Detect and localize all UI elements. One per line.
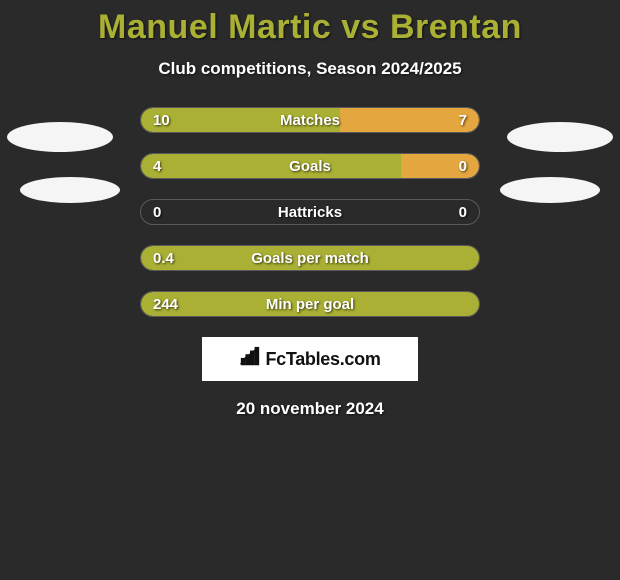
stat-label: Goals [141, 154, 479, 179]
stat-value-right: 0 [459, 200, 467, 225]
stat-label: Goals per match [141, 246, 479, 271]
stat-row: 10Matches7 [140, 107, 480, 133]
player1-avatar-top [7, 122, 113, 152]
brand-badge[interactable]: FcTables.com [202, 337, 418, 381]
brand-chart-icon [239, 346, 261, 373]
page-subtitle: Club competitions, Season 2024/2025 [0, 59, 620, 79]
stat-row: 4Goals0 [140, 153, 480, 179]
stat-row: 0.4Goals per match [140, 245, 480, 271]
player1-avatar-bottom [20, 177, 120, 203]
player2-avatar-bottom [500, 177, 600, 203]
footer-date: 20 november 2024 [0, 399, 620, 419]
page-title: Manuel Martic vs Brentan [0, 0, 620, 47]
stat-row: 0Hattricks0 [140, 199, 480, 225]
stat-row: 244Min per goal [140, 291, 480, 317]
stat-label: Hattricks [141, 200, 479, 225]
stat-value-right: 7 [459, 108, 467, 133]
player2-avatar-top [507, 122, 613, 152]
stat-label: Min per goal [141, 292, 479, 317]
stats-container: 10Matches74Goals00Hattricks00.4Goals per… [140, 107, 480, 317]
stat-value-right: 0 [459, 154, 467, 179]
stat-label: Matches [141, 108, 479, 133]
brand-label: FcTables.com [265, 349, 380, 370]
